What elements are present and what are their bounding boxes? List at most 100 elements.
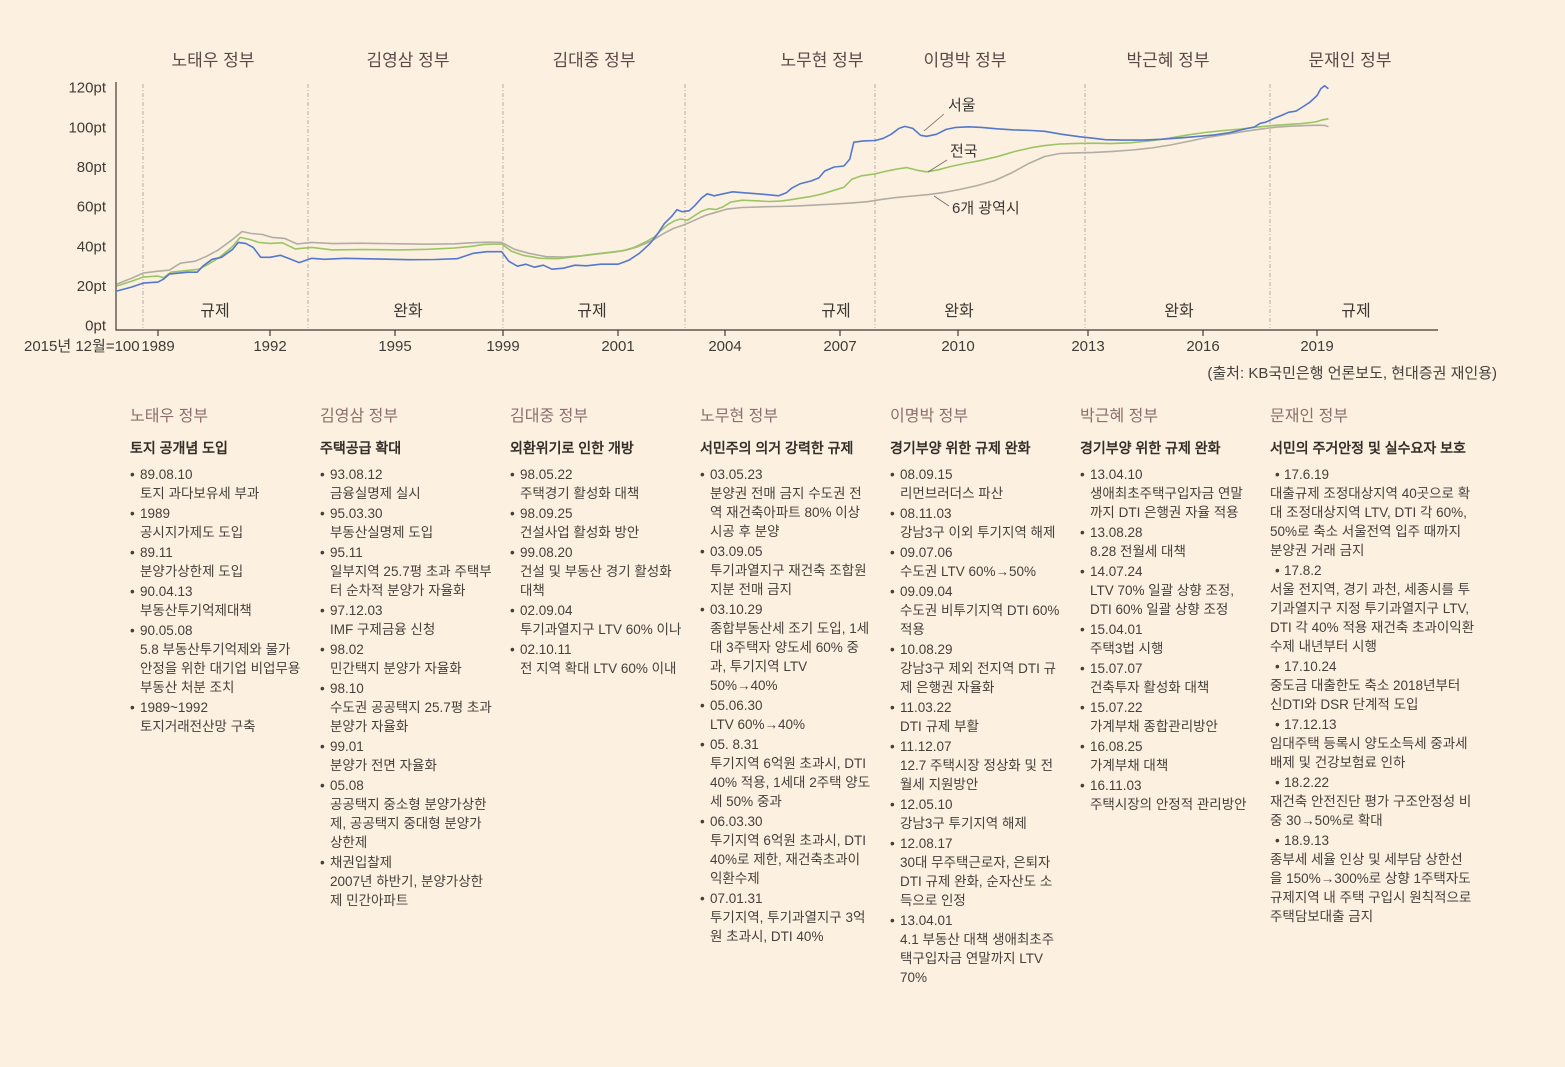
item-description: 가계부채 대책 [1090,757,1169,773]
item-date: 02.10.11 [510,640,682,659]
x-axis-label: 2010 [941,338,974,355]
item-description: 수도권 공공택지 25.7평 초과 분양가 자율화 [330,699,492,734]
legend-label-1: 전국 [950,143,978,160]
government-label-2: 김대중 정부 [553,51,636,70]
item-description: LTV 60%→40% [710,716,806,732]
y-axis-label: 80pt [77,159,107,176]
axis-lines [115,82,1438,331]
item-date: 13.04.01 [890,911,1062,930]
government-label-0: 노태우 정부 [172,51,255,70]
item-date: 93.08.12 [320,465,492,484]
item-description: 투기지역 6억원 초과시, DTI 40% 적용, 1세대 2주택 양도세 50… [710,755,871,809]
government-label-5: 박근혜 정부 [1127,51,1210,70]
legend-label-2: 6개 광역시 [952,200,1020,217]
item-description: 종부세 세율 인상 및 세부담 상한선을 150%→300%로 상향 1주택자도… [1270,851,1472,924]
item-date: 08.09.15 [890,465,1062,484]
item-date: 95.11 [320,543,492,562]
item-date: 17.6.19 [1270,465,1475,484]
item-date: 07.01.31 [700,889,872,908]
item-date: 98.09.25 [510,504,682,523]
item-description: 강남3구 투기지역 해제 [900,815,1027,831]
item-date: 90.04.13 [130,582,302,601]
item-date: 09.09.04 [890,582,1062,601]
item-description: 투기과열지구 재건축 조합원 지분 전매 금지 [710,562,867,597]
x-axis-label: 1992 [253,338,286,355]
item-description: 투기지역, 투기과열지구 3억원 초과시, DTI 40% [710,909,866,944]
item-date: 15.07.07 [1080,659,1252,678]
item-date: 10.08.29 [890,640,1062,659]
column-headline: 외환위기로 인한 개방 [510,440,634,456]
timeline-item: 13.08.288.28 전월세 대책 [1080,523,1252,561]
item-description: 주택3법 시행 [1090,640,1164,656]
item-date: 09.07.06 [890,543,1062,562]
x-axis-label: 1999 [486,338,519,355]
item-description: 수도권 LTV 60%→50% [900,563,1037,579]
column-government-title: 문재인 정부 [1270,408,1349,425]
legend-pointer-1 [927,159,948,173]
item-description: 강남3구 제외 전지역 DTI 규제 은행권 자율화 [900,660,1057,695]
item-date: 99.08.20 [510,543,682,562]
item-description: 금융실명제 실시 [330,485,421,501]
item-date: 12.08.17 [890,834,1062,853]
y-axis-label: 100pt [68,119,106,136]
item-date: 17.12.13 [1270,715,1475,734]
item-description: 투기과열지구 LTV 60% 이나 [520,621,682,637]
government-label-4: 이명박 정부 [924,51,1007,70]
item-date: 13.08.28 [1080,523,1252,542]
column-headline: 토지 공개념 도입 [130,440,228,456]
item-date: 11.03.22 [890,698,1062,717]
item-date: 17.10.24 [1270,657,1475,676]
timeline-item: 90.05.085.8 부동산투기억제와 물가안정을 위한 대기업 비업무용 부… [130,621,302,697]
item-description: 수도권 비투기지역 DTI 60% 적용 [900,602,1060,637]
y-axis-label: 60pt [77,199,107,216]
item-description: 토지 과다보유세 부과 [140,485,260,501]
item-description: 8.28 전월세 대책 [1090,543,1186,559]
column-headline: 경기부양 위한 규제 완화 [890,440,1031,456]
regulation-label-0: 규제 [200,302,229,320]
regulation-label-1: 완화 [393,302,423,320]
item-description: 공공택지 중소형 분양가상한제, 공공택지 중대형 분양가상한제 [330,796,487,850]
timeline-item: 02.10.11전 지역 확대 LTV 60% 이내 [510,640,682,678]
item-date: 15.07.22 [1080,698,1252,717]
government-label-3: 노무현 정부 [781,51,864,70]
item-description: 5.8 부동산투기억제와 물가안정을 위한 대기업 비업무용 부동산 처분 조치 [140,641,301,695]
item-date: 89.11 [130,543,302,562]
column-government-title: 김대중 정부 [510,408,589,425]
item-date: 90.05.08 [130,621,302,640]
item-description: 12.7 주택시장 정상화 및 전월세 지원방안 [900,757,1054,792]
item-date: 18.2.22 [1270,773,1475,792]
timeline-item: 17.8.2서울 전지역, 경기 과천, 세종시를 투기과열지구 지정 투기과열… [1270,561,1475,656]
item-date: 15.04.01 [1080,620,1252,639]
y-axis-label: 0pt [85,318,107,335]
item-date: 1989 [130,504,302,523]
x-axis-label: 2004 [708,338,741,355]
item-description: 부동산실명제 도입 [330,524,434,540]
item-description: 종합부동산세 조기 도입, 1세대 3주택자 양도세 60% 중과, 투기지역 … [710,620,870,693]
item-date: 채권입찰제 [320,853,492,872]
regulation-label-3: 규제 [821,302,850,320]
x-axis-label: 2013 [1071,338,1104,355]
